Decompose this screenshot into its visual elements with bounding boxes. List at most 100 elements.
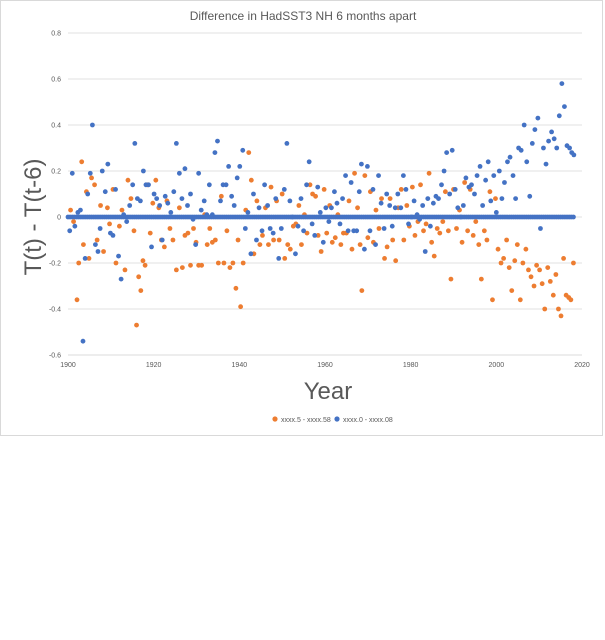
data-point bbox=[567, 145, 572, 151]
data-point bbox=[321, 187, 327, 192]
data-point bbox=[196, 170, 202, 176]
data-point bbox=[476, 242, 482, 248]
data-point bbox=[278, 226, 284, 231]
data-point bbox=[188, 191, 193, 197]
series-1 bbox=[67, 81, 577, 344]
data-point bbox=[122, 267, 128, 273]
data-point bbox=[312, 233, 318, 238]
data-point bbox=[80, 338, 86, 344]
data-point bbox=[136, 274, 142, 280]
data-point bbox=[113, 187, 118, 192]
y-tick-label: 0.4 bbox=[51, 123, 61, 130]
y-tick-label: -0.2 bbox=[49, 261, 61, 268]
data-point bbox=[568, 297, 574, 303]
data-point bbox=[455, 205, 461, 211]
data-point bbox=[571, 152, 577, 158]
data-point bbox=[212, 237, 218, 243]
data-point bbox=[193, 242, 199, 248]
data-point bbox=[329, 205, 334, 211]
data-point bbox=[170, 237, 176, 243]
data-point bbox=[221, 260, 227, 266]
data-point bbox=[376, 173, 381, 179]
data-point bbox=[520, 260, 526, 266]
data-point bbox=[367, 228, 373, 234]
x-tick-label: 1960 bbox=[317, 362, 333, 369]
x-tick-label: 2020 bbox=[574, 362, 590, 369]
data-point bbox=[171, 189, 177, 195]
data-point bbox=[382, 256, 387, 261]
data-point bbox=[406, 221, 411, 227]
data-point bbox=[293, 251, 298, 257]
data-point bbox=[317, 210, 323, 215]
data-point bbox=[559, 81, 565, 86]
data-point bbox=[345, 228, 351, 234]
data-point bbox=[362, 246, 367, 252]
data-point bbox=[307, 182, 313, 188]
data-point bbox=[270, 230, 276, 236]
data-point bbox=[348, 180, 354, 185]
data-point bbox=[176, 170, 182, 176]
data-point bbox=[282, 256, 288, 261]
data-point bbox=[365, 164, 370, 169]
data-point bbox=[248, 251, 254, 257]
data-point bbox=[299, 242, 304, 248]
data-point bbox=[157, 203, 163, 208]
data-point bbox=[423, 221, 429, 227]
data-point bbox=[561, 256, 566, 261]
data-point bbox=[393, 258, 399, 264]
data-point bbox=[429, 239, 435, 245]
data-point bbox=[502, 180, 507, 185]
data-point bbox=[425, 196, 431, 202]
data-point bbox=[465, 228, 471, 234]
data-point bbox=[248, 177, 254, 183]
data-point bbox=[359, 288, 365, 293]
data-point bbox=[265, 203, 271, 208]
data-point bbox=[379, 196, 384, 202]
data-point bbox=[230, 260, 236, 266]
data-point bbox=[411, 198, 417, 204]
legend-label-orange: xxxx.5 - xxxx.58 bbox=[281, 417, 331, 424]
data-point bbox=[549, 129, 554, 135]
data-point bbox=[463, 175, 469, 181]
data-point bbox=[238, 304, 244, 310]
data-point bbox=[434, 226, 440, 231]
data-point bbox=[315, 233, 321, 238]
data-point bbox=[146, 182, 151, 188]
data-point bbox=[271, 237, 276, 243]
data-point bbox=[71, 219, 76, 225]
data-point bbox=[437, 230, 443, 236]
data-point bbox=[140, 258, 146, 264]
y-axis-ticks: -0.6 -0.4 -0.2 0 0.2 0.4 0.6 0.8 bbox=[49, 31, 61, 360]
data-point bbox=[154, 196, 160, 202]
data-point bbox=[266, 242, 271, 248]
data-point bbox=[153, 177, 159, 183]
data-point bbox=[287, 198, 293, 204]
data-point bbox=[427, 223, 433, 229]
data-point bbox=[276, 256, 282, 261]
data-point bbox=[484, 237, 490, 243]
data-point bbox=[356, 189, 362, 195]
data-point bbox=[237, 164, 243, 169]
data-point bbox=[373, 207, 379, 213]
data-point bbox=[538, 226, 543, 231]
data-point bbox=[481, 228, 487, 234]
x-tick-label: 1980 bbox=[403, 362, 419, 369]
data-point bbox=[532, 127, 538, 132]
data-point bbox=[251, 191, 256, 197]
data-point bbox=[444, 150, 450, 156]
zero-baseline-points bbox=[65, 214, 576, 220]
data-point bbox=[392, 205, 398, 211]
data-point bbox=[176, 205, 182, 211]
data-point bbox=[334, 200, 340, 206]
gridlines bbox=[68, 32, 582, 356]
data-point bbox=[376, 226, 382, 231]
data-point bbox=[140, 168, 146, 174]
data-point bbox=[67, 228, 73, 234]
data-point bbox=[224, 228, 230, 234]
series-0 bbox=[68, 150, 576, 328]
data-point bbox=[79, 159, 85, 165]
data-point bbox=[323, 205, 329, 211]
data-point bbox=[491, 173, 497, 179]
data-point bbox=[90, 122, 95, 128]
data-point bbox=[485, 159, 491, 165]
